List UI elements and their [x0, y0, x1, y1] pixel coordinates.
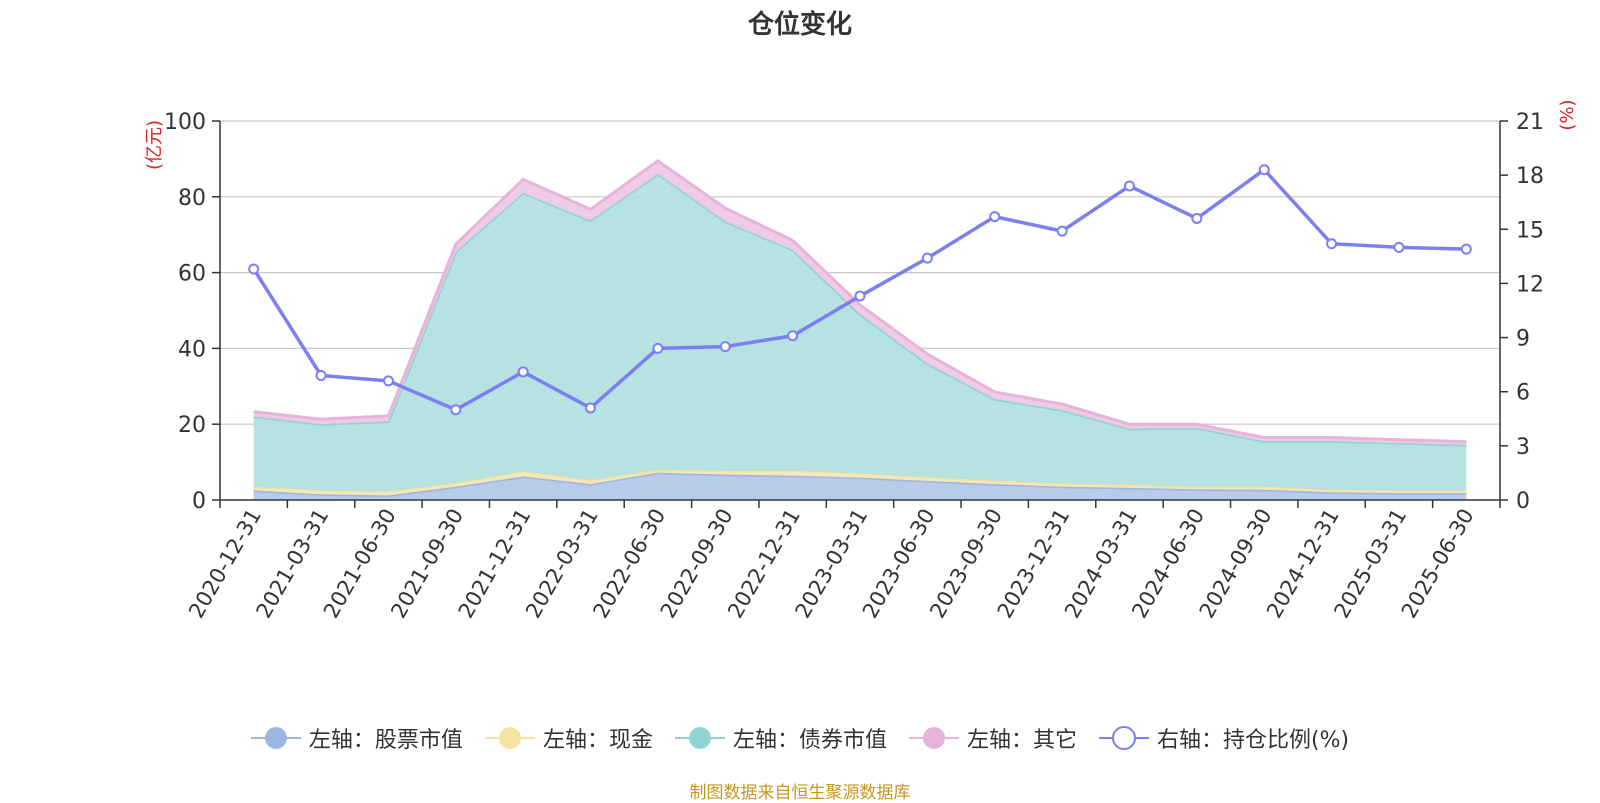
legend-label: 左轴：现金: [542, 728, 653, 753]
ratio-point: [989, 211, 1001, 223]
ratio-point: [315, 369, 327, 381]
ratio-point: [517, 366, 529, 378]
left-tick-label: 80: [178, 186, 206, 211]
right-tick-label: 21: [1516, 110, 1544, 135]
left-tick-label: 40: [178, 337, 206, 362]
ratio-point: [719, 341, 731, 353]
legend-item[interactable]: 右轴：持仓比例(%): [1098, 722, 1350, 754]
area-左轴：股票市值: [253, 472, 1467, 500]
legend-swatch-icon: [1098, 726, 1149, 750]
ratio-point: [1460, 243, 1472, 255]
legend-swatch-icon: [674, 727, 725, 749]
chart-title: 仓位变化: [747, 10, 852, 40]
legend-swatch-icon: [250, 727, 301, 749]
legend-item[interactable]: 左轴：股票市值: [250, 722, 463, 754]
x-tick-label: 2025-06-30: [1397, 505, 1479, 623]
left-tick-label: 60: [178, 262, 206, 287]
area-edge-左轴：其它: [253, 158, 1467, 444]
ratio-point: [921, 252, 933, 264]
ratio-line: [248, 164, 1472, 416]
ratio-point: [382, 375, 394, 387]
ratio-point: [787, 330, 799, 342]
right-axis-unit: (%): [1557, 99, 1578, 130]
legend-label: 左轴：债券市值: [732, 728, 887, 753]
ratio-point: [1258, 164, 1270, 176]
left-tick-label: 100: [164, 110, 206, 135]
legend: 左轴：股票市值 左轴：现金 左轴：债券市值 左轴：其它 右轴：持仓比例(%): [0, 722, 1600, 754]
legend-swatch-icon: [908, 727, 959, 749]
left-tick-label: 20: [178, 413, 206, 438]
legend-item[interactable]: 左轴：债券市值: [674, 722, 887, 754]
ratio-point: [1191, 212, 1203, 224]
right-tick-label: 18: [1516, 164, 1544, 189]
ratio-point: [585, 402, 597, 414]
ratio-point: [1056, 225, 1068, 237]
ratio-point: [854, 290, 866, 302]
right-tick-label: 0: [1516, 489, 1530, 514]
legend-item[interactable]: 左轴：现金: [484, 722, 653, 754]
right-tick-label: 9: [1516, 327, 1530, 352]
legend-label: 左轴：股票市值: [308, 728, 463, 753]
ratio-point: [1326, 238, 1338, 250]
right-tick-label: 6: [1516, 381, 1530, 406]
left-tick-label: 0: [192, 489, 206, 514]
ratio-point: [450, 404, 462, 416]
right-tick-label: 12: [1516, 272, 1544, 297]
ratio-point: [1393, 241, 1405, 253]
legend-swatch-icon: [484, 727, 535, 749]
left-axis-unit: (亿元): [144, 120, 165, 170]
ratio-point: [652, 342, 664, 354]
source-note: 制图数据来自恒生聚源数据库: [689, 783, 911, 803]
legend-label: 右轴：持仓比例(%): [1156, 728, 1350, 753]
area-左轴：债券市值: [253, 174, 1467, 492]
legend-label: 左轴：其它: [966, 728, 1077, 753]
ratio-point: [1123, 180, 1135, 192]
right-tick-label: 15: [1516, 218, 1544, 243]
stacked-areas: [253, 158, 1467, 500]
legend-item[interactable]: 左轴：其它: [908, 722, 1077, 754]
ratio-point: [248, 263, 260, 275]
right-tick-label: 3: [1516, 435, 1530, 460]
